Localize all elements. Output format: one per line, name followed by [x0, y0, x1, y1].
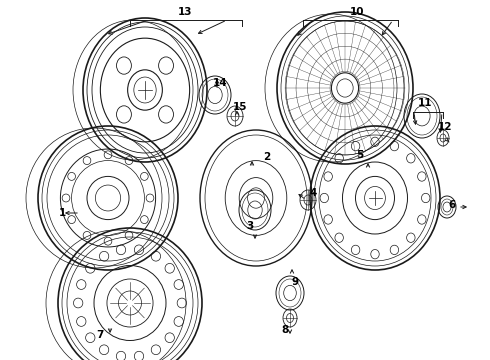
Text: 15: 15 [233, 102, 247, 112]
Text: 12: 12 [438, 122, 452, 132]
Text: 13: 13 [178, 7, 192, 17]
Text: 3: 3 [246, 221, 254, 231]
Text: 8: 8 [281, 325, 289, 335]
Text: 2: 2 [264, 152, 270, 162]
Text: 1: 1 [58, 208, 66, 218]
Text: 11: 11 [418, 98, 432, 108]
Text: 5: 5 [356, 150, 364, 160]
Text: 6: 6 [448, 200, 456, 210]
Text: 4: 4 [309, 188, 317, 198]
Text: 14: 14 [213, 78, 227, 88]
Text: 7: 7 [97, 330, 104, 340]
Text: 10: 10 [350, 7, 364, 17]
Text: 9: 9 [292, 277, 298, 287]
